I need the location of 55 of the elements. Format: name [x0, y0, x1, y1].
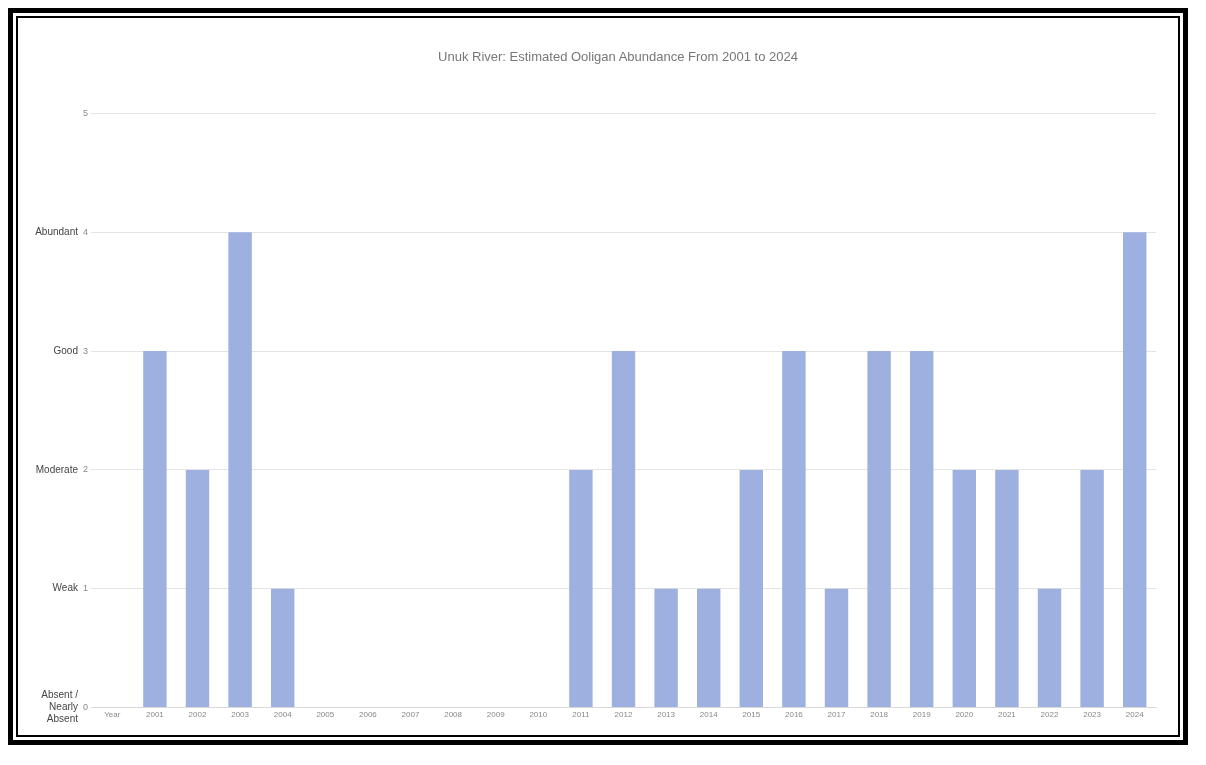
bar: [569, 469, 593, 707]
chart-title: Unuk River: Estimated Ooligan Abundance From 2001 to 2024: [438, 49, 798, 65]
x-tick-label: 2011: [572, 710, 591, 720]
x-tick-label: 2013: [657, 710, 676, 720]
bar: [228, 232, 252, 707]
x-tick-label: 2022: [1040, 710, 1059, 720]
x-tick-label: 2008: [444, 710, 463, 720]
x-tick-label: 2014: [699, 710, 719, 720]
text: Abundant: [35, 226, 79, 238]
x-tick-label: 2016: [785, 710, 804, 720]
text: Moderate: [35, 463, 79, 475]
bar: [824, 588, 849, 707]
x-tick-label: Year: [104, 710, 121, 720]
x-tick-label: 2007: [401, 710, 420, 720]
bar: [611, 351, 636, 707]
x-tick-label: 2024: [1125, 710, 1145, 720]
y-tick-label: 4: [82, 226, 89, 237]
y-tick-label: 5: [82, 108, 89, 119]
x-tick-label: 2009: [486, 710, 506, 720]
bar: [909, 351, 934, 707]
x-tick-label: 2018: [870, 710, 889, 720]
x-tick-label: 2002: [188, 710, 207, 720]
bar: [867, 351, 891, 707]
text: Absent / Nearly Absent: [41, 689, 79, 725]
bar: [143, 351, 167, 707]
x-tick-label: 2019: [912, 710, 932, 720]
x-tick-label: 2003: [231, 710, 250, 720]
text: Good: [53, 344, 78, 356]
bar: [1037, 588, 1062, 707]
x-tick-label: 2012: [614, 710, 633, 720]
x-tick-label: 2015: [742, 710, 761, 720]
x-tick-label: 2001: [146, 710, 165, 720]
bar: [995, 469, 1019, 707]
bar: [739, 469, 764, 707]
bar: [654, 588, 678, 707]
bar: [696, 588, 721, 707]
x-tick-label: 2021: [998, 710, 1017, 720]
bar: [782, 351, 806, 707]
x-tick-label: 2017: [827, 710, 846, 720]
text: Weak: [52, 582, 79, 594]
x-tick-label: 2004: [273, 710, 293, 720]
bar: [270, 588, 295, 707]
y-tick-label: 3: [82, 345, 89, 356]
y-tick-label: 1: [82, 583, 89, 594]
x-tick-label: 2005: [316, 710, 335, 720]
bar: [952, 469, 977, 707]
x-tick-label: 2020: [955, 710, 974, 720]
x-tick-label: 2023: [1083, 710, 1102, 720]
bar: [185, 469, 210, 707]
y-tick-label: 0: [82, 701, 89, 712]
bar: [1122, 232, 1147, 707]
x-tick-label: 2006: [359, 710, 378, 720]
x-tick-label: 2010: [529, 710, 548, 720]
bar: [1080, 469, 1104, 707]
y-tick-label: 2: [82, 464, 89, 475]
